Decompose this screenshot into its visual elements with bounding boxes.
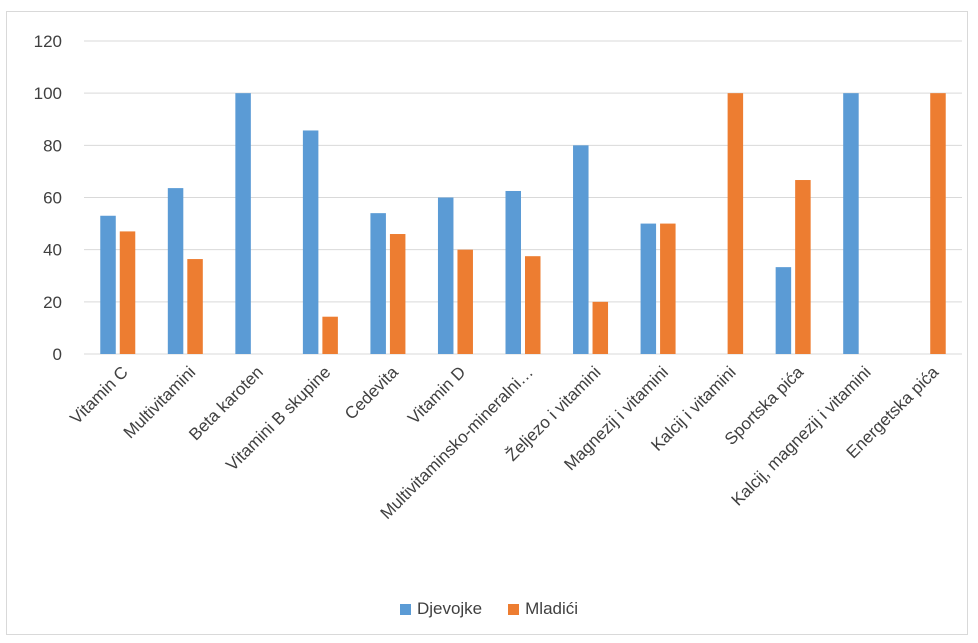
y-tick-label: 80	[43, 136, 62, 155]
bar-djevojke	[370, 213, 386, 354]
y-tick-label: 20	[43, 293, 62, 312]
legend-label-mladici: Mladići	[525, 599, 579, 618]
x-category-label: Cedevita	[341, 362, 402, 423]
bar-mladici	[525, 256, 541, 354]
bar-djevojke	[167, 188, 184, 354]
bar-djevojke	[775, 267, 792, 354]
bar-djevojke	[100, 215, 116, 354]
x-category-label: Kalcij, magnezij i vitamini	[728, 363, 875, 510]
bar-mladici	[389, 234, 406, 354]
bar-djevojke	[235, 93, 251, 355]
legend: Djevojke Mladići	[0, 597, 978, 621]
gridlines	[84, 40, 962, 355]
bar-djevojke	[640, 223, 657, 354]
y-axis-tick-labels: 0 20 40 60 80 100 120	[34, 32, 62, 364]
bar-djevojke	[437, 197, 454, 354]
bar-mladici	[322, 316, 338, 354]
y-tick-label: 60	[43, 189, 62, 208]
legend-swatch-mladici	[508, 603, 520, 615]
legend-swatch-djevojke	[399, 603, 411, 615]
bar-mladici	[660, 223, 676, 354]
x-category-label: Vitamin C	[66, 363, 131, 428]
legend-item-mladici: Mladići	[508, 599, 578, 619]
legend-item-djevojke: Djevojke	[399, 599, 483, 619]
bar-djevojke	[302, 130, 319, 354]
y-tick-label: 0	[53, 345, 62, 364]
bar-mladici	[795, 180, 811, 354]
bar-mladici	[119, 231, 136, 354]
bar-djevojke	[573, 145, 589, 354]
bar-djevojke	[505, 190, 521, 354]
bars	[100, 93, 946, 355]
bar-mladici	[592, 301, 609, 354]
bar-mladici	[187, 259, 203, 354]
y-tick-label: 40	[43, 241, 62, 260]
legend-label-djevojke: Djevojke	[416, 599, 483, 618]
bar-mladici	[457, 249, 473, 354]
bar-djevojke	[843, 93, 859, 355]
y-tick-label: 100	[34, 84, 62, 103]
y-tick-label: 120	[34, 32, 62, 51]
bar-mladici	[930, 93, 946, 355]
x-category-label: Vitamin D	[404, 363, 469, 428]
bar-mladici	[727, 93, 744, 355]
